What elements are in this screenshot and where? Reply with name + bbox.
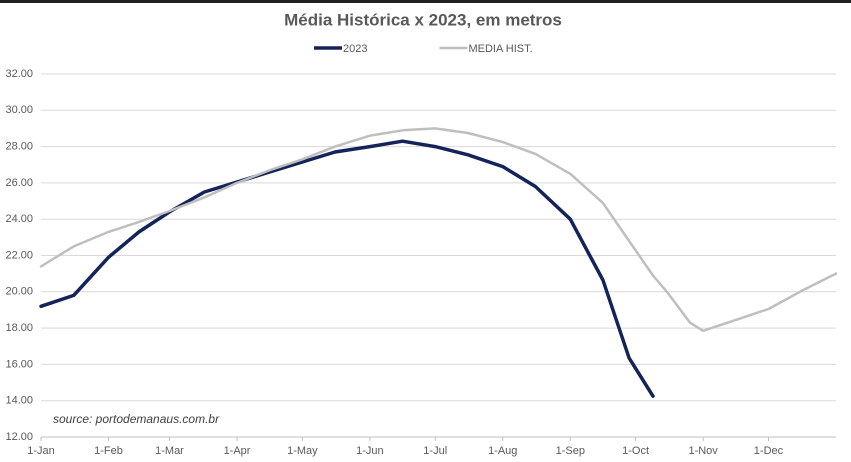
y-tick-label: 20.00 xyxy=(5,286,33,298)
y-tick-label: 28.00 xyxy=(5,141,33,153)
x-tick-label: 1-Oct xyxy=(622,445,649,457)
x-tick-label: 1-Jan xyxy=(27,445,55,457)
x-tick-label: 1-Dec xyxy=(754,445,784,457)
y-tick-label: 32.00 xyxy=(5,68,33,80)
x-tick-label: 1-Jul xyxy=(423,445,447,457)
y-tick-label: 22.00 xyxy=(5,249,33,261)
y-tick-label: 16.00 xyxy=(5,358,33,370)
y-tick-label: 30.00 xyxy=(5,104,33,116)
series-line xyxy=(39,127,838,333)
y-tick-label: 18.00 xyxy=(5,322,33,334)
x-tick-label: 1-Sep xyxy=(556,445,585,457)
x-tick-label: 1-Aug xyxy=(488,445,517,457)
legend: 2023 MEDIA HIST. xyxy=(314,43,533,55)
series-line xyxy=(39,139,655,398)
x-tick-label: 1-Jun xyxy=(356,445,384,457)
x-tick-label: 1-May xyxy=(287,445,318,457)
y-tick-label: 26.00 xyxy=(5,177,33,189)
y-tick-label: 12.00 xyxy=(5,431,33,443)
top-bar xyxy=(0,0,851,3)
x-tick-label: 1-Nov xyxy=(688,445,718,457)
source-note: source: portodemanaus.com.br xyxy=(53,412,220,426)
y-tick-label: 24.00 xyxy=(5,213,33,225)
y-tick-label: 14.00 xyxy=(5,395,33,407)
x-tick-label: 1-Mar xyxy=(155,445,184,457)
x-tick-label: 1-Apr xyxy=(224,445,251,457)
legend-label: MEDIA HIST. xyxy=(468,43,532,55)
chart-title: Média Histórica x 2023, em metros xyxy=(284,10,562,29)
x-tick-label: 1-Feb xyxy=(94,445,123,457)
legend-label: 2023 xyxy=(343,43,367,55)
